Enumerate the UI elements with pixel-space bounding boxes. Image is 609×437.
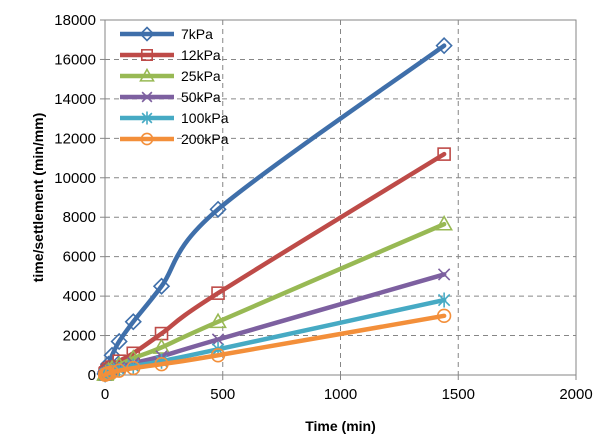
- y-tick-label: 4000: [63, 288, 96, 305]
- series-7kPa: [96, 37, 453, 383]
- legend-label: 100kPa: [181, 110, 229, 126]
- x-tick-label: 1000: [324, 386, 357, 403]
- series-line: [102, 151, 447, 377]
- legend-label: 12kPa: [181, 47, 221, 63]
- x-tick-label: 0: [101, 386, 109, 403]
- series-line: [102, 221, 447, 377]
- data-point: [209, 312, 227, 329]
- y-tick-label: 12000: [54, 130, 96, 147]
- x-tick-label: 500: [210, 386, 235, 403]
- data-point: [110, 332, 128, 351]
- data-point: [139, 67, 155, 82]
- legend-label: 7kPa: [181, 26, 213, 42]
- series-layer: [96, 37, 453, 383]
- data-point: [152, 277, 171, 295]
- series-200kPa: [97, 308, 452, 382]
- x-tick-label: 2000: [559, 386, 592, 403]
- y-axis-title: time/settlement (min/mm): [30, 113, 46, 283]
- legend-label: 25kPa: [181, 68, 221, 84]
- data-point: [139, 26, 155, 42]
- data-point: [435, 215, 453, 231]
- data-point: [209, 200, 227, 218]
- data-point: [211, 286, 225, 300]
- legend-item: 25kPa: [120, 67, 221, 84]
- legend-item: 7kPa: [120, 26, 213, 42]
- legend-label: 50kPa: [181, 89, 221, 105]
- data-point: [437, 292, 451, 308]
- y-tick-label: 6000: [63, 249, 96, 266]
- data-point: [126, 360, 141, 376]
- legend-item: 100kPa: [120, 110, 229, 126]
- legend-label: 200kPa: [181, 131, 229, 147]
- data-point: [152, 338, 171, 354]
- data-point: [436, 308, 452, 324]
- data-point: [111, 363, 127, 378]
- data-point: [437, 268, 451, 281]
- data-point: [141, 91, 153, 103]
- y-tick-label: 2000: [63, 328, 96, 345]
- data-point: [140, 132, 154, 146]
- data-point: [154, 356, 169, 372]
- y-tick-label: 14000: [54, 91, 96, 108]
- y-tick-label: 16000: [54, 51, 96, 68]
- axis-ticks: 0200040006000800010000120001400016000180…: [54, 12, 592, 403]
- data-point: [141, 48, 154, 61]
- y-tick-label: 18000: [54, 12, 96, 29]
- data-point: [437, 147, 451, 161]
- legend-item: 200kPa: [120, 131, 229, 147]
- data-point: [124, 313, 142, 331]
- data-point: [104, 365, 120, 380]
- x-tick-label: 1500: [442, 386, 475, 403]
- legend-item: 12kPa: [120, 47, 221, 63]
- legend: 7kPa 12kPa 25kPa 50kPa 100kPa 200kPa: [120, 26, 229, 147]
- x-axis-title: Time (min): [305, 418, 376, 434]
- legend-item: 50kPa: [120, 89, 221, 105]
- y-tick-label: 8000: [63, 209, 96, 226]
- data-point: [435, 37, 453, 55]
- data-point: [141, 111, 153, 125]
- series-100kPa: [98, 292, 451, 383]
- data-point: [211, 333, 225, 346]
- y-tick-label: 0: [88, 367, 96, 384]
- y-tick-label: 10000: [54, 170, 96, 187]
- data-point: [210, 348, 226, 363]
